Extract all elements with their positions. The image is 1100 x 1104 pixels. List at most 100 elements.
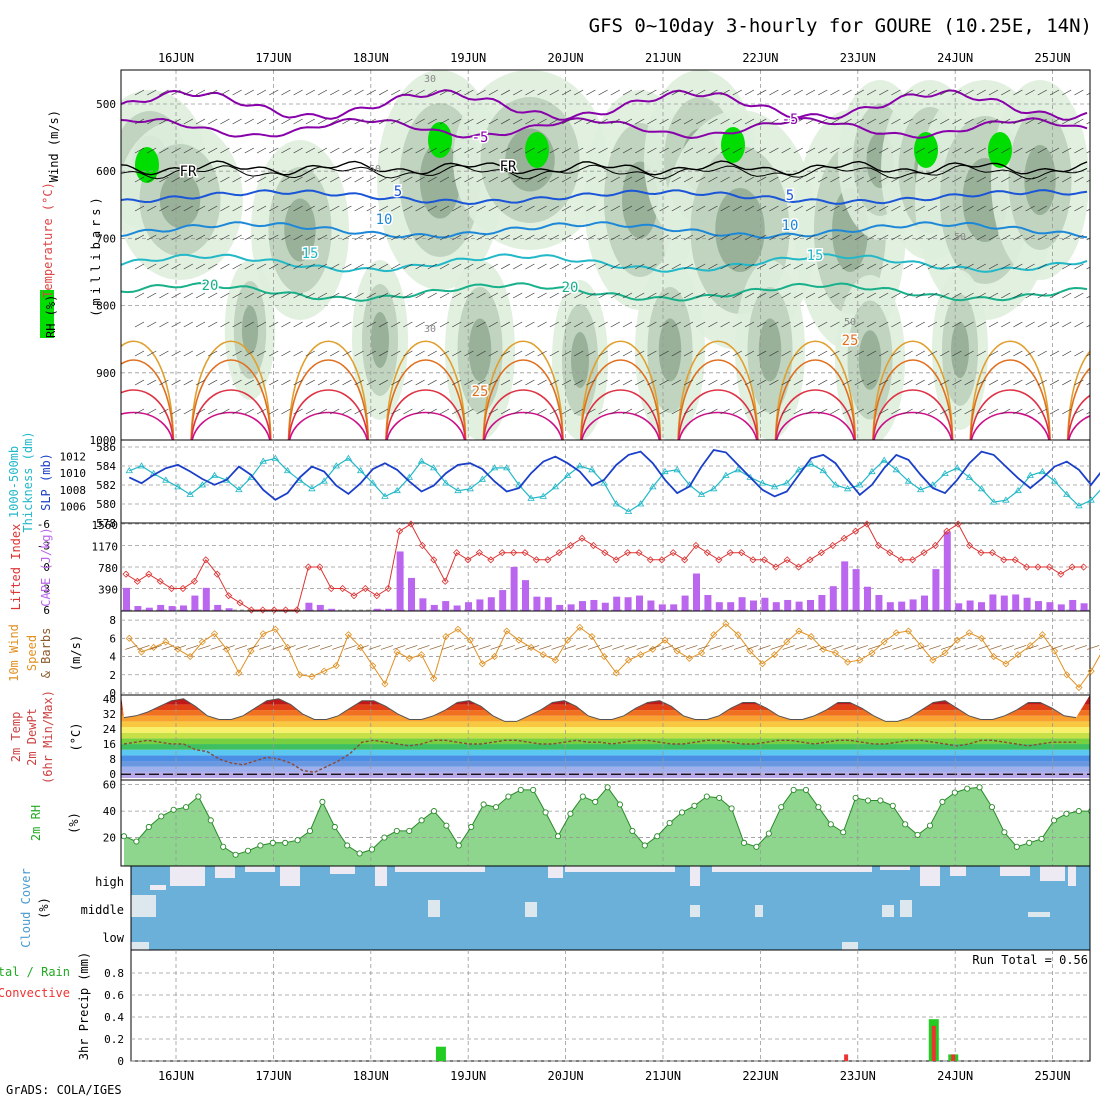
wind-tick: 2 — [109, 669, 116, 682]
wind-barb — [367, 90, 376, 95]
cape-bar — [978, 602, 985, 611]
cloud-cover-panel: high middle low Cloud Cover (%) — [19, 866, 1090, 950]
cape-bar — [864, 587, 871, 611]
contour-label: 25 — [472, 384, 489, 400]
cape-bar — [716, 602, 723, 611]
wind-barb — [1087, 264, 1096, 269]
wind-barb — [330, 322, 339, 327]
precip-frame — [131, 950, 1090, 1061]
precip-tick: 0 — [117, 1055, 124, 1068]
wind-barb-10m — [515, 645, 527, 649]
wind-barb-10m — [734, 645, 746, 649]
rh-point — [518, 787, 523, 792]
rh-point — [382, 835, 387, 840]
cloud-gap-middle — [755, 905, 763, 917]
wind-barb — [708, 380, 717, 385]
temp-color-band — [121, 744, 1090, 750]
wind-barb-10m — [795, 645, 807, 649]
cape-bar — [739, 597, 746, 611]
rh-point — [766, 831, 771, 836]
temp-color-band — [121, 750, 1090, 756]
wind-barb — [233, 119, 242, 124]
wind-barb — [184, 322, 193, 327]
wind-barb — [367, 148, 376, 153]
wind-barb-10m — [393, 645, 405, 649]
rh-point — [655, 834, 660, 839]
rh-point — [332, 824, 337, 829]
precip-total-bar — [436, 1047, 446, 1061]
temp-tick: 16 — [103, 738, 116, 751]
cloud-row-low: low — [102, 931, 124, 945]
cloud-gap-high — [1000, 866, 1030, 876]
wind-barb — [403, 380, 412, 385]
wind-barb — [501, 264, 510, 269]
date-label-bottom: 24JUN — [937, 1069, 973, 1083]
rh-contour-label: 50 — [844, 317, 856, 328]
wind-barb — [306, 409, 315, 414]
rh-point — [233, 852, 238, 857]
wind-barb — [355, 235, 364, 240]
wind-barb-10m — [442, 645, 454, 649]
rh-point — [1002, 830, 1007, 835]
cloud-gap-high — [880, 866, 910, 870]
cape-tick: 1560 — [92, 519, 119, 532]
rh-point — [1064, 811, 1069, 816]
upper-units-label: (millibars) — [89, 193, 103, 316]
rh-shade-dark — [469, 319, 492, 382]
wind-barb — [904, 351, 913, 356]
wind-barb-10m — [1002, 645, 1014, 649]
thickness-label-2: Thickness (dm) — [21, 431, 35, 532]
rh-point — [320, 799, 325, 804]
cape-bar — [568, 604, 575, 611]
wind-barb — [904, 380, 913, 385]
cape-bar — [955, 603, 962, 611]
wind-barb-10m — [965, 645, 977, 649]
wind-barb — [135, 380, 144, 385]
wind-barb-10m — [1014, 645, 1026, 649]
wind-barb — [1013, 322, 1022, 327]
rh-point — [208, 818, 213, 823]
cape-bar — [454, 605, 461, 611]
wind-barb — [806, 322, 815, 327]
temp2m-label-3: (6hr Min/Max) — [41, 690, 55, 784]
contour-label: 10 — [376, 212, 393, 228]
rh-point — [394, 828, 399, 833]
rh-point — [419, 818, 424, 823]
thickness-tick: 582 — [96, 479, 116, 492]
wind-barb — [538, 409, 547, 414]
rh-tick: 60 — [103, 779, 116, 792]
rh-point — [741, 840, 746, 845]
temp2m-series — [121, 693, 1090, 780]
date-label-top: 19JUN — [450, 51, 486, 65]
wind-barb-10m — [320, 645, 332, 649]
rh-shade-dark — [571, 332, 589, 388]
wind-barb-10m — [990, 645, 1002, 649]
date-label-top: 22JUN — [742, 51, 778, 65]
wind-barb — [257, 119, 266, 124]
wind-barb-10m — [880, 645, 892, 649]
wind10-label-2: Speed — [25, 635, 39, 671]
temp-tick: 8 — [109, 753, 116, 766]
wind-barb — [733, 409, 742, 414]
wind-barb-10m — [637, 645, 649, 649]
wind-barb — [1062, 322, 1071, 327]
wind-barb — [159, 293, 168, 298]
wind-barb — [538, 293, 547, 298]
cape-label: CAPE (J/kg) — [39, 527, 53, 606]
wind-barb — [550, 264, 559, 269]
cape-bar — [807, 600, 814, 611]
wind-barb — [220, 264, 229, 269]
cape-bar — [511, 567, 518, 611]
rh-tick: 40 — [103, 805, 116, 818]
rh-point — [803, 787, 808, 792]
rh-point — [977, 785, 982, 790]
wind-barb — [184, 409, 193, 414]
wind-barb-10m — [296, 645, 308, 649]
rh-point — [555, 834, 560, 839]
wind-barb — [782, 90, 791, 95]
wind-barb — [525, 293, 534, 298]
wind-barb — [513, 293, 522, 298]
